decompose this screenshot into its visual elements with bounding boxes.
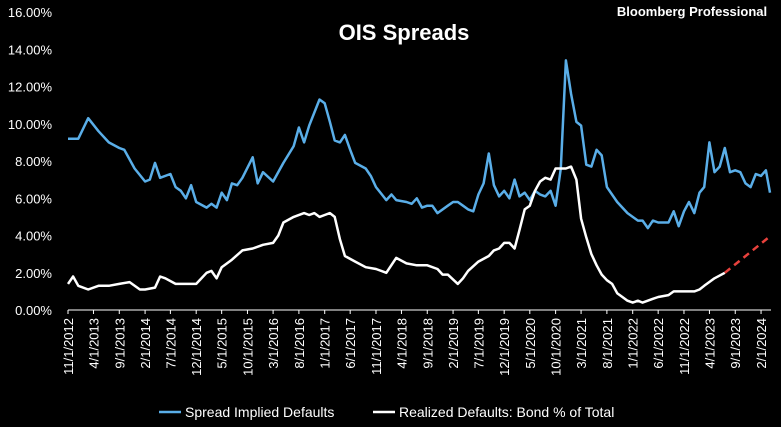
x-axis-ticks: 11/1/2012 4/1/2013 9/1/2013 2/1/2014 7/1/201… bbox=[61, 310, 769, 376]
chart-title: OIS Spreads bbox=[339, 20, 470, 45]
brand-label: Bloomberg Professional bbox=[617, 4, 767, 19]
x-tick-label: 9/1/2013 bbox=[112, 318, 127, 369]
x-tick-label: 12/1/2019 bbox=[497, 318, 512, 376]
y-tick-label: 4.00% bbox=[15, 229, 52, 244]
series-layer bbox=[66, 59, 772, 304]
x-tick-label: 12/1/2014 bbox=[189, 318, 204, 376]
x-tick-label: 10/1/2020 bbox=[549, 318, 564, 376]
x-tick-label: 11/1/2012 bbox=[61, 318, 76, 375]
y-tick-label: 0.00% bbox=[15, 303, 52, 318]
y-tick-label: 8.00% bbox=[15, 154, 52, 169]
x-tick-label: 2/1/2014 bbox=[138, 318, 153, 369]
x-tick-label: 1/1/2017 bbox=[318, 318, 333, 369]
y-tick-label: 12.00% bbox=[8, 80, 53, 95]
x-tick-label: 4/1/2013 bbox=[86, 318, 101, 369]
legend-label-realized: Realized Defaults: Bond % of Total bbox=[399, 404, 614, 420]
y-tick-label: 10.00% bbox=[8, 117, 53, 132]
x-tick-label: 7/1/2019 bbox=[471, 318, 486, 369]
x-tick-label: 1/1/2022 bbox=[626, 318, 641, 369]
series-line-realized bbox=[66, 165, 726, 304]
legend-label-spread: Spread Implied Defaults bbox=[185, 404, 334, 420]
x-tick-label: 4/1/2018 bbox=[394, 318, 409, 369]
series-line-spread bbox=[68, 59, 772, 230]
x-tick-label: 9/1/2018 bbox=[420, 318, 435, 369]
y-axis-ticks: 0.00% 2.00% 4.00% 6.00% 8.00% 10.00% 12.00% 14.… bbox=[8, 5, 53, 318]
y-tick-label: 16.00% bbox=[8, 5, 53, 20]
x-tick-label: 2/1/2019 bbox=[446, 318, 461, 369]
x-tick-label: 6/1/2022 bbox=[651, 318, 666, 369]
y-tick-label: 2.00% bbox=[15, 266, 52, 281]
x-tick-label: 5/1/2020 bbox=[523, 318, 538, 369]
x-tick-label: 3/1/2016 bbox=[266, 318, 281, 369]
x-tick-label: 11/1/2022 bbox=[677, 318, 692, 375]
legend: Spread Implied Defaults Realized Default… bbox=[159, 404, 614, 420]
x-tick-label: 3/1/2021 bbox=[574, 318, 589, 369]
x-tick-label: 11/1/2017 bbox=[369, 318, 384, 375]
x-tick-label: 9/1/2023 bbox=[728, 318, 743, 369]
x-tick-label: 8/1/2016 bbox=[292, 318, 307, 369]
series-line-projection bbox=[724, 234, 772, 274]
x-tick-label: 7/1/2014 bbox=[163, 318, 178, 369]
x-tick-label: 4/1/2023 bbox=[702, 318, 717, 369]
x-tick-label: 6/1/2017 bbox=[343, 318, 358, 369]
x-tick-label: 8/1/2021 bbox=[600, 318, 615, 369]
y-tick-label: 6.00% bbox=[15, 191, 52, 206]
x-tick-label: 2/1/2024 bbox=[754, 318, 769, 369]
y-tick-label: 14.00% bbox=[8, 42, 53, 57]
x-tick-label: 5/1/2015 bbox=[215, 318, 230, 369]
x-tick-label: 10/1/2015 bbox=[240, 318, 255, 376]
